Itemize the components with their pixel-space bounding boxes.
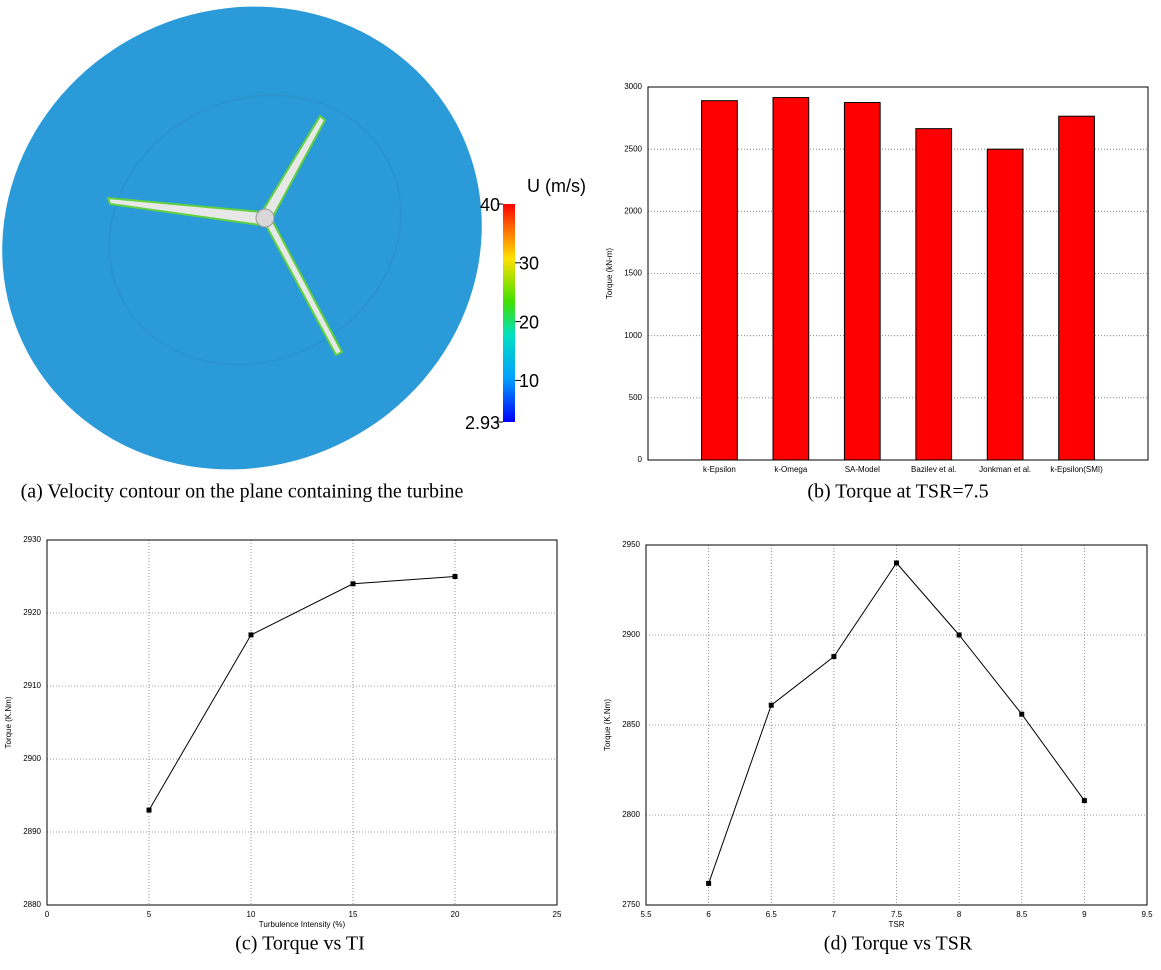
y-tick-label: 3000	[624, 82, 642, 91]
y-tick-label: 1500	[624, 269, 642, 278]
bar	[844, 103, 880, 460]
colorbar-tick-label: 30	[519, 254, 539, 274]
x-tick-label: k-Epsilon	[703, 465, 736, 474]
y-tick-label: 1000	[624, 331, 642, 340]
y-axis-label: Torque (kN-m)	[605, 248, 614, 299]
x-tick-label: Bazilev et al.	[911, 465, 956, 474]
y-tick-label: 2880	[23, 900, 41, 909]
marker	[831, 654, 836, 659]
y-tick-label: 2910	[23, 681, 41, 690]
bar	[702, 101, 738, 460]
marker	[249, 632, 254, 637]
y-tick-label: 2900	[23, 754, 41, 763]
y-tick-label: 2950	[622, 540, 640, 549]
colorbar-tick-label: 40	[480, 195, 500, 215]
x-tick-label: 25	[553, 910, 562, 919]
y-tick-label: 2000	[624, 206, 642, 215]
caption: (b) Torque at TSR=7.5	[807, 481, 988, 503]
caption: (a) Velocity contour on the plane contai…	[21, 481, 464, 503]
x-tick-label: 9	[1082, 910, 1087, 919]
marker	[894, 561, 899, 566]
line	[149, 577, 455, 811]
x-tick-label: 9.5	[1141, 910, 1153, 919]
colorbar	[503, 204, 515, 422]
y-tick-label: 2850	[622, 720, 640, 729]
y-tick-label: 2890	[23, 827, 41, 836]
y-axis-label: Torque (K.Nm)	[603, 699, 612, 751]
marker	[453, 574, 458, 579]
marker	[957, 633, 962, 638]
caption: (d) Torque vs TSR	[824, 933, 973, 955]
colorbar-label: U (m/s)	[527, 176, 586, 196]
marker	[351, 581, 356, 586]
x-tick-label: 7.5	[891, 910, 903, 919]
y-tick-label: 2920	[23, 608, 41, 617]
x-axis-label: Turbulence Intensity (%)	[259, 920, 346, 929]
y-tick-label: 2500	[624, 144, 642, 153]
marker	[1019, 712, 1024, 717]
bar	[773, 98, 809, 460]
y-tick-label: 0	[638, 455, 643, 464]
x-tick-label: 0	[45, 910, 50, 919]
colorbar-tick-label: 2.93	[465, 413, 500, 433]
colorbar-tick-label: 10	[519, 371, 539, 391]
x-tick-label: 7	[832, 910, 837, 919]
x-tick-label: 6	[706, 910, 711, 919]
marker	[1082, 798, 1087, 803]
y-tick-label: 2930	[23, 535, 41, 544]
x-tick-label: SA-Model	[845, 465, 880, 474]
marker	[147, 808, 152, 813]
marker	[769, 703, 774, 708]
bar	[987, 149, 1023, 460]
y-tick-label: 2750	[622, 900, 640, 909]
colorbar-tick-label: 20	[519, 312, 539, 332]
x-tick-label: Jonkman et al.	[979, 465, 1031, 474]
y-tick-label: 2900	[622, 630, 640, 639]
x-tick-label: 6.5	[766, 910, 778, 919]
x-tick-label: 15	[349, 910, 358, 919]
bar	[916, 129, 952, 460]
y-tick-label: 2800	[622, 810, 640, 819]
x-tick-label: 20	[451, 910, 460, 919]
contour-image	[0, 0, 564, 553]
figure: U (m/s) 2.93 10 20 30 40 (a) Velocity contour …	[0, 0, 1161, 970]
x-tick-label: k-Omega	[774, 465, 807, 474]
bar	[1059, 116, 1095, 460]
x-tick-label: k-Epsilon(SMI)	[1050, 465, 1103, 474]
y-tick-label: 500	[629, 393, 643, 402]
x-axis-label: TSR	[889, 920, 905, 929]
x-tick-label: 10	[247, 910, 256, 919]
x-tick-label: 5.5	[640, 910, 652, 919]
x-tick-label: 8.5	[1016, 910, 1028, 919]
x-tick-label: 8	[957, 910, 962, 919]
marker	[706, 881, 711, 886]
caption: (c) Torque vs TI	[235, 933, 365, 955]
plot-frame	[47, 540, 557, 905]
y-axis-label: Torque (K.Nm)	[4, 696, 13, 748]
x-tick-label: 5	[147, 910, 152, 919]
